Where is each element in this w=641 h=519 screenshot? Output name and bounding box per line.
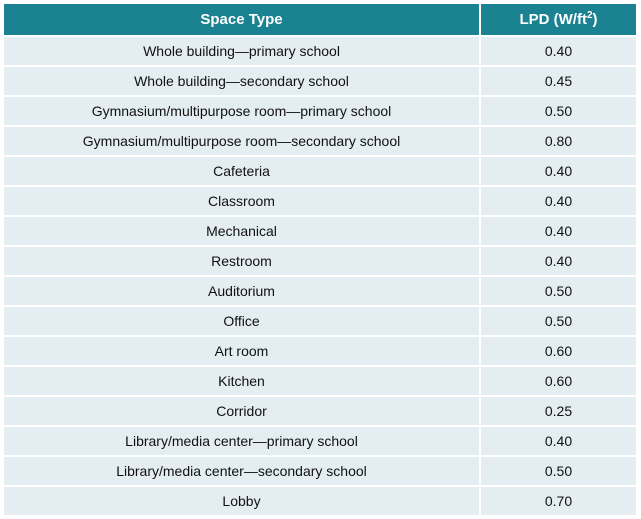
space-type-header: Space Type <box>4 4 481 36</box>
table-row: Art room 0.60 <box>4 335 636 366</box>
lpd-header: LPD (W/ft2) <box>480 4 636 36</box>
lpd-cell: 0.40 <box>480 425 636 456</box>
lpd-header-prefix: LPD (W/ft <box>519 11 587 28</box>
lpd-cell: 0.60 <box>480 335 636 366</box>
lpd-cell: 0.45 <box>480 65 636 96</box>
space-type-cell: Corridor <box>4 395 481 426</box>
space-type-cell: Library/media center—primary school <box>4 425 481 456</box>
lpd-header-suffix: ) <box>592 11 598 28</box>
table-row: Lobby 0.70 <box>4 485 636 515</box>
table-row: Kitchen 0.60 <box>4 365 636 396</box>
space-type-cell: Gymnasium/multipurpose room—secondary sc… <box>4 125 481 156</box>
table-body: Whole building—primary school 0.40 Whole … <box>4 35 636 515</box>
table-row: Corridor 0.25 <box>4 395 636 426</box>
table-row: Restroom 0.40 <box>4 245 636 276</box>
table-row: Mechanical 0.40 <box>4 215 636 246</box>
space-type-cell: Lobby <box>4 485 481 515</box>
lpd-cell: 0.70 <box>480 485 636 515</box>
lpd-header-superscript: 2 <box>586 10 593 21</box>
space-type-cell: Whole building—secondary school <box>4 65 481 96</box>
lpd-table-container: Space Type LPD (W/ft2) Whole building—pr… <box>4 4 636 515</box>
lpd-cell: 0.50 <box>480 305 636 336</box>
lpd-cell: 0.40 <box>480 215 636 246</box>
space-type-cell: Mechanical <box>4 215 481 246</box>
space-type-cell: Restroom <box>4 245 481 276</box>
lpd-cell: 0.60 <box>480 365 636 396</box>
table-row: Gymnasium/multipurpose room—primary scho… <box>4 95 636 126</box>
table-row: Gymnasium/multipurpose room—secondary sc… <box>4 125 636 156</box>
space-type-cell: Cafeteria <box>4 155 481 186</box>
space-type-cell: Whole building—primary school <box>4 35 481 66</box>
lpd-cell: 0.40 <box>480 35 636 66</box>
lpd-cell: 0.80 <box>480 125 636 156</box>
lpd-cell: 0.50 <box>480 95 636 126</box>
lpd-cell: 0.40 <box>480 245 636 276</box>
space-type-cell: Auditorium <box>4 275 481 306</box>
space-type-cell: Office <box>4 305 481 336</box>
lpd-table: Space Type LPD (W/ft2) Whole building—pr… <box>4 4 636 515</box>
space-type-cell: Kitchen <box>4 365 481 396</box>
table-row: Auditorium 0.50 <box>4 275 636 306</box>
lpd-cell: 0.50 <box>480 275 636 306</box>
space-type-cell: Library/media center—secondary school <box>4 455 481 486</box>
table-row: Library/media center—secondary school 0.5… <box>4 455 636 486</box>
lpd-cell: 0.40 <box>480 185 636 216</box>
table-row: Library/media center—primary school 0.40 <box>4 425 636 456</box>
table-header-row: Space Type LPD (W/ft2) <box>4 4 636 36</box>
table-row: Office 0.50 <box>4 305 636 336</box>
table-row: Classroom 0.40 <box>4 185 636 216</box>
space-type-cell: Classroom <box>4 185 481 216</box>
lpd-cell: 0.40 <box>480 155 636 186</box>
table-row: Whole building—secondary school 0.45 <box>4 65 636 96</box>
table-row: Whole building—primary school 0.40 <box>4 35 636 66</box>
space-type-cell: Art room <box>4 335 481 366</box>
lpd-cell: 0.25 <box>480 395 636 426</box>
table-row: Cafeteria 0.40 <box>4 155 636 186</box>
space-type-cell: Gymnasium/multipurpose room—primary scho… <box>4 95 481 126</box>
lpd-cell: 0.50 <box>480 455 636 486</box>
